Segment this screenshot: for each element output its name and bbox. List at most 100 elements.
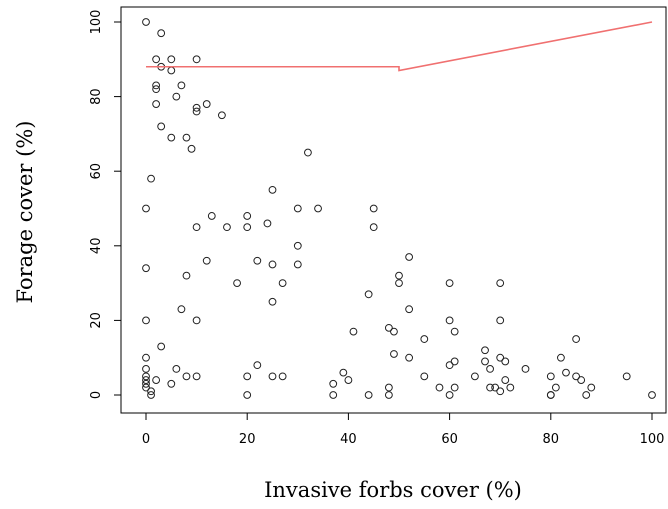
data-point-79 (481, 357, 489, 366)
data-point-38 (268, 260, 277, 269)
data-point-68 (384, 391, 393, 399)
data-point-101 (142, 379, 150, 388)
data-point-62 (481, 346, 489, 355)
data-point-94 (587, 383, 596, 392)
x-tick-label-20: 20 (239, 432, 256, 447)
data-point-70 (390, 350, 398, 358)
data-point-15 (218, 111, 226, 120)
data-point-72 (420, 372, 429, 381)
data-point-71 (405, 353, 414, 362)
data-point-108 (172, 364, 181, 373)
data-point-28 (243, 212, 252, 220)
data-point-46 (445, 279, 454, 288)
data-point-59 (450, 327, 459, 336)
data-point-52 (192, 316, 201, 325)
data-point-8 (152, 85, 161, 94)
data-point-92 (572, 372, 580, 381)
data-point-45 (278, 279, 287, 288)
data-point-85 (506, 383, 515, 392)
data-point-98 (142, 364, 150, 373)
data-point-47 (496, 279, 505, 288)
data-point-116 (491, 383, 500, 392)
data-point-78 (471, 372, 479, 381)
fit-line-group (146, 21, 653, 72)
data-point-76 (445, 391, 454, 399)
data-point-35 (405, 253, 414, 261)
y-tick-label-80: 80 (89, 88, 104, 105)
y-tick-label-40: 40 (89, 238, 104, 255)
data-point-63 (344, 376, 353, 384)
data-point-23 (142, 204, 150, 213)
data-point-90 (557, 353, 565, 362)
data-point-49 (268, 297, 277, 306)
data-point-112 (243, 391, 252, 399)
data-point-97 (142, 353, 150, 362)
x-tick-label-40: 40 (340, 432, 357, 447)
data-point-24 (293, 204, 302, 213)
data-point-11 (152, 100, 161, 108)
data-point-27 (207, 212, 216, 220)
data-point-51 (405, 305, 414, 314)
x-axis: 0 20 40 60 80 100 (142, 413, 664, 447)
data-point-21 (147, 174, 155, 183)
data-point-37 (253, 256, 262, 265)
data-point-0 (142, 18, 150, 26)
data-point-19 (187, 144, 196, 153)
data-point-96 (648, 391, 656, 399)
data-point-6 (192, 55, 201, 64)
data-point-105 (152, 376, 161, 384)
data-point-41 (182, 271, 191, 280)
data-point-56 (349, 327, 358, 336)
data-point-84 (496, 387, 505, 396)
data-point-1 (157, 29, 166, 38)
data-point-12 (192, 103, 201, 112)
x-tick-label-0: 0 (142, 432, 150, 447)
data-point-13 (202, 100, 211, 108)
data-point-80 (486, 364, 494, 373)
data-point-44 (233, 279, 241, 288)
data-point-82 (496, 353, 505, 362)
plot-frame (120, 6, 667, 414)
data-point-58 (390, 327, 398, 336)
data-point-36 (202, 256, 211, 265)
data-point-65 (329, 391, 338, 399)
data-point-89 (546, 372, 555, 381)
data-point-31 (243, 223, 252, 232)
data-point-95 (622, 372, 631, 381)
data-point-114 (268, 372, 277, 381)
data-point-7 (152, 81, 161, 90)
data-point-88 (546, 391, 555, 399)
y-axis: 0 20 40 60 80 100 (89, 10, 121, 399)
data-point-66 (339, 368, 348, 377)
data-point-118 (551, 383, 560, 392)
data-point-5 (167, 66, 176, 75)
data-point-117 (501, 376, 510, 384)
data-point-29 (192, 223, 201, 232)
data-point-48 (364, 290, 373, 299)
data-point-32 (263, 219, 272, 228)
data-point-33 (369, 223, 378, 232)
data-point-81 (486, 383, 494, 392)
data-point-40 (142, 264, 150, 273)
data-point-20 (304, 148, 312, 157)
data-point-14 (192, 107, 201, 116)
data-point-111 (243, 372, 252, 381)
data-point-10 (172, 92, 181, 101)
data-point-2 (152, 55, 161, 64)
y-tick-label-0: 0 (89, 391, 104, 399)
data-point-4 (167, 55, 176, 64)
data-point-57 (384, 323, 393, 332)
data-point-100 (142, 376, 150, 384)
data-point-34 (293, 241, 302, 250)
data-point-42 (395, 271, 403, 280)
data-point-60 (572, 335, 580, 343)
data-point-67 (364, 391, 373, 399)
data-point-17 (167, 133, 176, 142)
data-point-54 (445, 316, 454, 325)
data-point-99 (142, 372, 150, 381)
data-point-77 (450, 383, 459, 392)
data-point-75 (450, 357, 459, 366)
y-tick-label-60: 60 (89, 163, 104, 180)
data-point-107 (167, 379, 176, 388)
